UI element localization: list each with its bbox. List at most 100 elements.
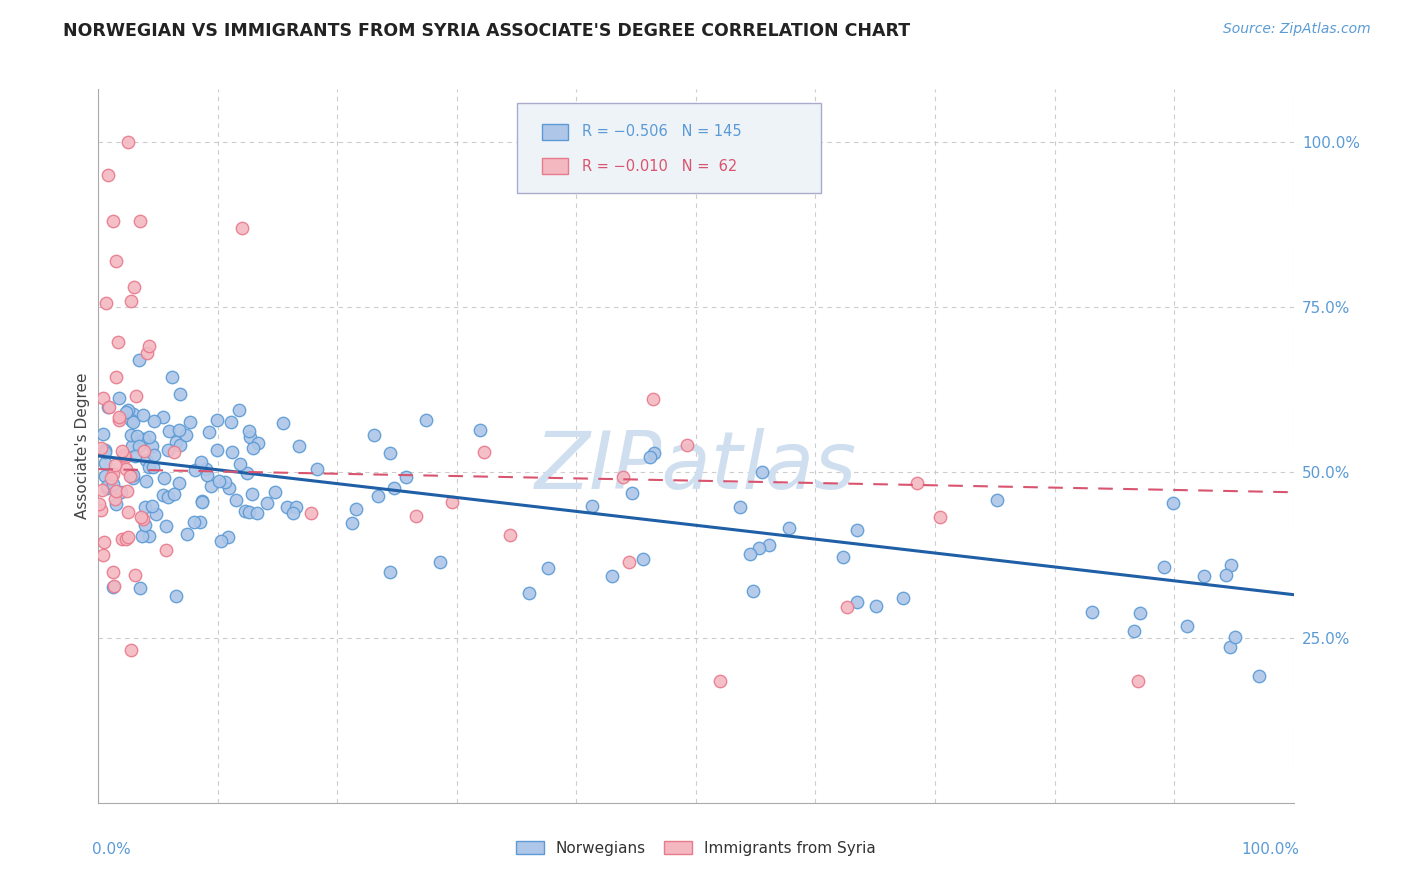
Point bbox=[676, 438, 699, 452]
Point bbox=[891, 591, 914, 605]
Point bbox=[91, 391, 114, 405]
Point bbox=[94, 469, 117, 483]
Point bbox=[183, 515, 205, 529]
Point bbox=[89, 496, 111, 510]
Point bbox=[214, 475, 236, 489]
Point bbox=[619, 556, 641, 570]
Point bbox=[112, 448, 135, 462]
Point bbox=[152, 409, 174, 424]
Point bbox=[117, 530, 139, 544]
Point bbox=[129, 214, 152, 228]
Point bbox=[142, 460, 165, 475]
Point bbox=[132, 408, 155, 422]
Point bbox=[120, 468, 142, 483]
Point bbox=[1123, 624, 1146, 638]
Point bbox=[209, 533, 232, 548]
Point bbox=[117, 135, 139, 149]
Point bbox=[135, 452, 157, 467]
Point bbox=[134, 432, 156, 446]
Point bbox=[104, 458, 127, 473]
Point bbox=[239, 430, 262, 444]
Point bbox=[141, 499, 163, 513]
Point bbox=[124, 280, 146, 294]
Point bbox=[1219, 558, 1241, 573]
Point bbox=[602, 568, 624, 582]
Point bbox=[115, 484, 138, 499]
Point bbox=[205, 413, 228, 427]
Point bbox=[165, 589, 187, 603]
Point bbox=[195, 468, 218, 483]
Point bbox=[169, 387, 191, 401]
Point bbox=[104, 497, 127, 511]
Point bbox=[367, 489, 389, 503]
Point bbox=[138, 529, 160, 543]
Point bbox=[405, 509, 427, 524]
Point bbox=[145, 507, 167, 521]
Text: 0.0%: 0.0% bbox=[93, 842, 131, 857]
Point bbox=[905, 476, 928, 491]
Point bbox=[221, 445, 243, 459]
Point bbox=[90, 441, 112, 455]
Point bbox=[100, 470, 122, 484]
Point bbox=[143, 413, 166, 427]
Point bbox=[846, 595, 869, 609]
Point bbox=[276, 500, 298, 515]
Point bbox=[157, 424, 180, 438]
Point bbox=[1080, 605, 1102, 619]
Point bbox=[188, 515, 211, 529]
Point bbox=[157, 442, 180, 457]
Point bbox=[218, 481, 240, 495]
Point bbox=[128, 582, 150, 596]
Point bbox=[246, 506, 269, 520]
Point bbox=[741, 584, 763, 599]
Point bbox=[121, 439, 143, 453]
Point bbox=[395, 470, 418, 484]
Point bbox=[141, 439, 163, 453]
Point bbox=[107, 410, 129, 425]
Point bbox=[191, 495, 214, 509]
Bar bbox=[541, 124, 568, 139]
Point bbox=[93, 535, 115, 549]
Text: Source: ZipAtlas.com: Source: ZipAtlas.com bbox=[1223, 22, 1371, 37]
Point bbox=[115, 461, 138, 475]
Point bbox=[97, 168, 120, 182]
Point bbox=[1161, 496, 1184, 510]
Point bbox=[865, 599, 887, 613]
Point bbox=[104, 491, 127, 506]
Point bbox=[101, 214, 124, 228]
Point bbox=[155, 519, 177, 533]
Point bbox=[240, 486, 263, 500]
Point bbox=[832, 549, 855, 564]
Point bbox=[835, 600, 858, 615]
Point bbox=[519, 586, 541, 600]
Point bbox=[225, 493, 247, 508]
Y-axis label: Associate's Degree: Associate's Degree bbox=[75, 373, 90, 519]
Point bbox=[91, 548, 114, 562]
Point bbox=[751, 465, 773, 479]
Point bbox=[174, 427, 197, 442]
Point bbox=[120, 642, 142, 657]
Point bbox=[114, 450, 136, 464]
Point bbox=[163, 487, 186, 501]
Point bbox=[167, 475, 190, 490]
Point bbox=[986, 492, 1008, 507]
Point bbox=[440, 495, 463, 509]
Point bbox=[124, 568, 146, 582]
Point bbox=[247, 435, 270, 450]
Point bbox=[122, 415, 145, 429]
Point bbox=[1223, 630, 1246, 644]
Point bbox=[730, 500, 752, 515]
Point bbox=[344, 501, 367, 516]
Point bbox=[138, 339, 160, 353]
Point bbox=[131, 529, 153, 543]
Point bbox=[135, 346, 157, 360]
Point bbox=[537, 561, 560, 575]
Point bbox=[363, 428, 385, 442]
Point bbox=[184, 463, 207, 477]
Point bbox=[256, 496, 278, 510]
Point bbox=[121, 469, 143, 483]
Text: R = −0.010   N =  62: R = −0.010 N = 62 bbox=[582, 159, 738, 174]
Point bbox=[152, 488, 174, 502]
Point bbox=[105, 370, 128, 384]
Point bbox=[263, 485, 285, 500]
